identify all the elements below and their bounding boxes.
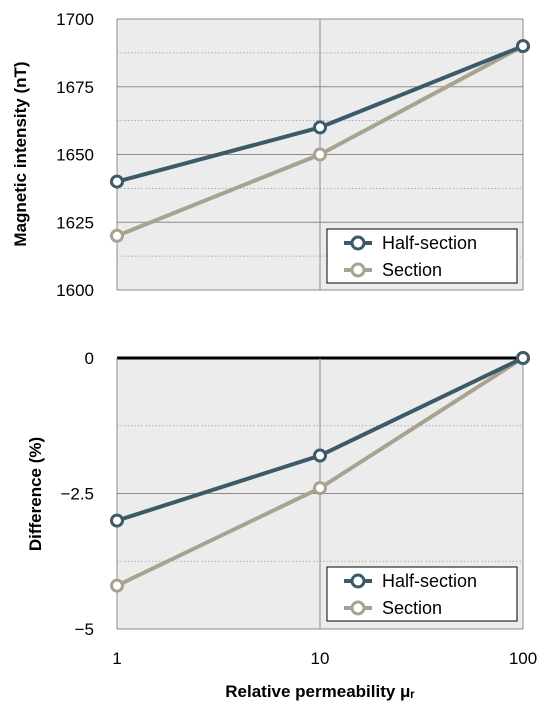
y-tick-label: 0 <box>85 349 94 368</box>
data-point-half-section <box>516 351 530 365</box>
y-tick-label: 1700 <box>56 10 94 29</box>
data-point-half-section <box>110 513 124 528</box>
data-point-section <box>110 578 124 593</box>
y-tick-label: 1625 <box>56 213 94 232</box>
legend-top: Half-section Section <box>326 228 518 284</box>
data-point-section <box>313 481 327 496</box>
legend-marker-half-section-bottom <box>350 573 366 589</box>
grid-top <box>116 18 524 291</box>
x-tick-label: 1 <box>112 649 121 668</box>
data-point-half-section <box>313 448 327 463</box>
legend-marker-section-bottom <box>350 600 366 616</box>
y-ticks-bottom: −5 −2.5 0 <box>60 349 94 639</box>
legend-label-section-bottom: Section <box>382 598 442 618</box>
y-tick-label: −2.5 <box>60 485 94 504</box>
data-point-section <box>313 147 327 162</box>
data-point-half-section <box>313 120 327 135</box>
legend-label-section-top: Section <box>382 260 442 280</box>
y-tick-label: 1600 <box>56 281 94 300</box>
data-point-half-section <box>516 39 530 54</box>
y-tick-label: 1675 <box>56 78 94 97</box>
chart-bottom: −5 −2.5 0 1 10 100 Difference (%) Relative p… <box>26 349 537 701</box>
x-ticks-bottom: 1 10 100 <box>112 649 537 668</box>
legend-bottom: Half-section Section <box>326 566 518 622</box>
y-ticks-top: 1600 1625 1650 1675 1700 <box>56 10 94 300</box>
x-tick-label: 10 <box>311 649 330 668</box>
data-point-section <box>110 228 124 243</box>
y-tick-label: −5 <box>75 620 94 639</box>
legend-marker-section-top <box>350 262 366 278</box>
chart-top: 1600 1625 1650 1675 1700 Magnetic intensity … <box>11 10 530 300</box>
series-group-top <box>110 39 530 243</box>
y-tick-label: 1650 <box>56 146 94 165</box>
y-axis-title-bottom: Difference (%) <box>26 437 45 551</box>
legend-marker-half-section-top <box>350 235 366 251</box>
data-point-half-section <box>110 174 124 189</box>
y-axis-title-top: Magnetic intensity (nT) <box>11 61 30 246</box>
legend-label-half-section-bottom: Half-section <box>382 571 477 591</box>
legend-label-half-section-top: Half-section <box>382 233 477 253</box>
series-group-bottom <box>110 351 530 593</box>
x-tick-label: 100 <box>509 649 537 668</box>
x-axis-title: Relative permeability μᵣ <box>225 682 414 701</box>
